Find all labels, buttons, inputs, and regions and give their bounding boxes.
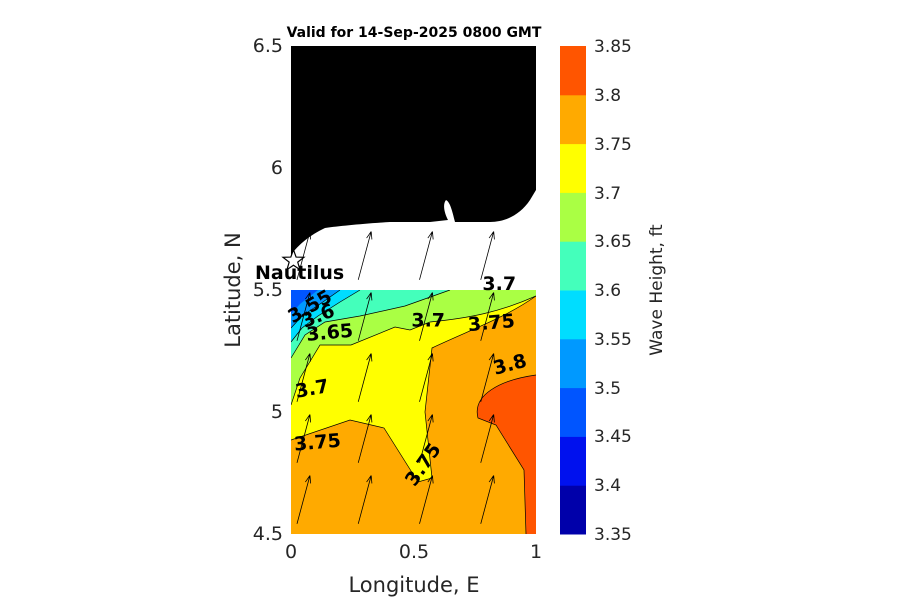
wave-vector-arrow — [296, 414, 312, 463]
colorbar-tick-label: 3.45 — [594, 427, 632, 447]
colorbar — [560, 46, 586, 535]
y-tick-label: 4.5 — [253, 523, 283, 545]
colorbar-tick-label: 3.65 — [594, 232, 632, 252]
chart-title: Valid for 14-Sep-2025 0800 GMT — [287, 25, 542, 41]
colorbar-band — [560, 290, 586, 340]
contour-label: 3.75 — [293, 430, 342, 456]
wave-vector-arrow — [542, 232, 556, 280]
wave-vector-arrow — [480, 231, 495, 280]
colorbar-tick-label: 3.7 — [594, 184, 621, 204]
y-tick-label: 6 — [271, 157, 283, 179]
colorbar-tick-label: 3.5 — [594, 379, 621, 399]
wave-vector-arrow — [419, 292, 434, 341]
colorbar-band — [560, 387, 586, 437]
wave-vectors — [296, 231, 556, 524]
x-axis: 0 0.5 1 Longitude, E — [285, 541, 542, 597]
x-tick-label: 0.5 — [399, 541, 429, 563]
land-mass — [291, 46, 536, 255]
wave-vector-arrow — [296, 475, 312, 524]
wave-vector-arrow — [419, 414, 434, 463]
wave-vector-arrow — [542, 415, 556, 463]
wave-vector-arrow — [296, 292, 312, 341]
wave-vector-arrow — [542, 354, 556, 402]
x-axis-label: Longitude, E — [348, 573, 479, 597]
wave-vector-arrow — [542, 476, 556, 524]
wave-vector-arrow — [480, 353, 495, 402]
wave-vector-arrow — [357, 292, 373, 341]
colorbar-tick-label: 3.35 — [594, 525, 632, 545]
y-tick-label: 6.5 — [253, 35, 283, 57]
wave-vector-arrow — [296, 353, 312, 402]
contour-label: 3.75 — [467, 310, 516, 336]
station-label: Nautilus — [255, 262, 344, 284]
colorbar-tick-label: 3.55 — [594, 330, 632, 350]
colorbar-band — [560, 338, 586, 389]
colorbar-band — [560, 143, 586, 193]
colorbar-label: Wave Height, ft — [647, 224, 667, 356]
colorbar-band — [560, 436, 586, 486]
colorbar-ticks: 3.35 3.4 3.45 3.5 3.55 3.6 3.65 3.7 3.75… — [594, 37, 667, 545]
contour-label: 3.7 — [482, 273, 516, 295]
wave-vector-arrow — [480, 475, 495, 524]
star-icon — [281, 247, 306, 272]
station-marker: Nautilus — [255, 247, 344, 284]
wave-vector-arrow — [419, 231, 434, 280]
colorbar-band — [560, 46, 586, 96]
colorbar-tick-label: 3.6 — [594, 281, 621, 301]
colorbar-band — [560, 485, 586, 535]
coastal-band — [291, 190, 536, 290]
colorbar-tick-label: 3.4 — [594, 476, 621, 496]
wave-vector-arrow — [357, 353, 373, 402]
colorbar-band — [560, 94, 586, 145]
colorbar-tick-label: 3.75 — [594, 135, 632, 155]
fill-band-3-65 — [291, 290, 536, 405]
wave-vector-arrow — [357, 475, 373, 524]
wave-vector-arrow — [357, 414, 373, 463]
contour-label: 3.7 — [411, 310, 445, 332]
y-axis: 4.5 5 5.5 6 6.5 Latitude, N — [221, 35, 283, 545]
contour-label: 3.65 — [305, 320, 354, 346]
colorbar-band — [560, 241, 586, 291]
fill-band-3-45 — [291, 290, 318, 314]
fill-band-3-8 — [477, 375, 536, 534]
wave-vector-arrow — [480, 414, 495, 463]
x-tick-label: 1 — [530, 541, 542, 563]
colorbar-tick-label: 3.8 — [594, 86, 621, 106]
y-tick-label: 5.5 — [253, 279, 283, 301]
wave-vector-arrow — [419, 353, 434, 402]
colorbar-tick-label: 3.85 — [594, 37, 632, 57]
y-axis-label: Latitude, N — [221, 232, 245, 348]
wave-vector-arrow — [419, 475, 434, 524]
plot-area — [291, 46, 556, 534]
wave-vector-arrow — [357, 231, 373, 280]
y-tick-label: 5 — [271, 401, 283, 423]
wave-vector-arrow — [296, 231, 312, 280]
wave-vector-arrow — [480, 292, 495, 341]
colorbar-band — [560, 192, 586, 242]
x-tick-label: 0 — [285, 541, 297, 563]
wave-vector-arrow — [542, 293, 556, 341]
